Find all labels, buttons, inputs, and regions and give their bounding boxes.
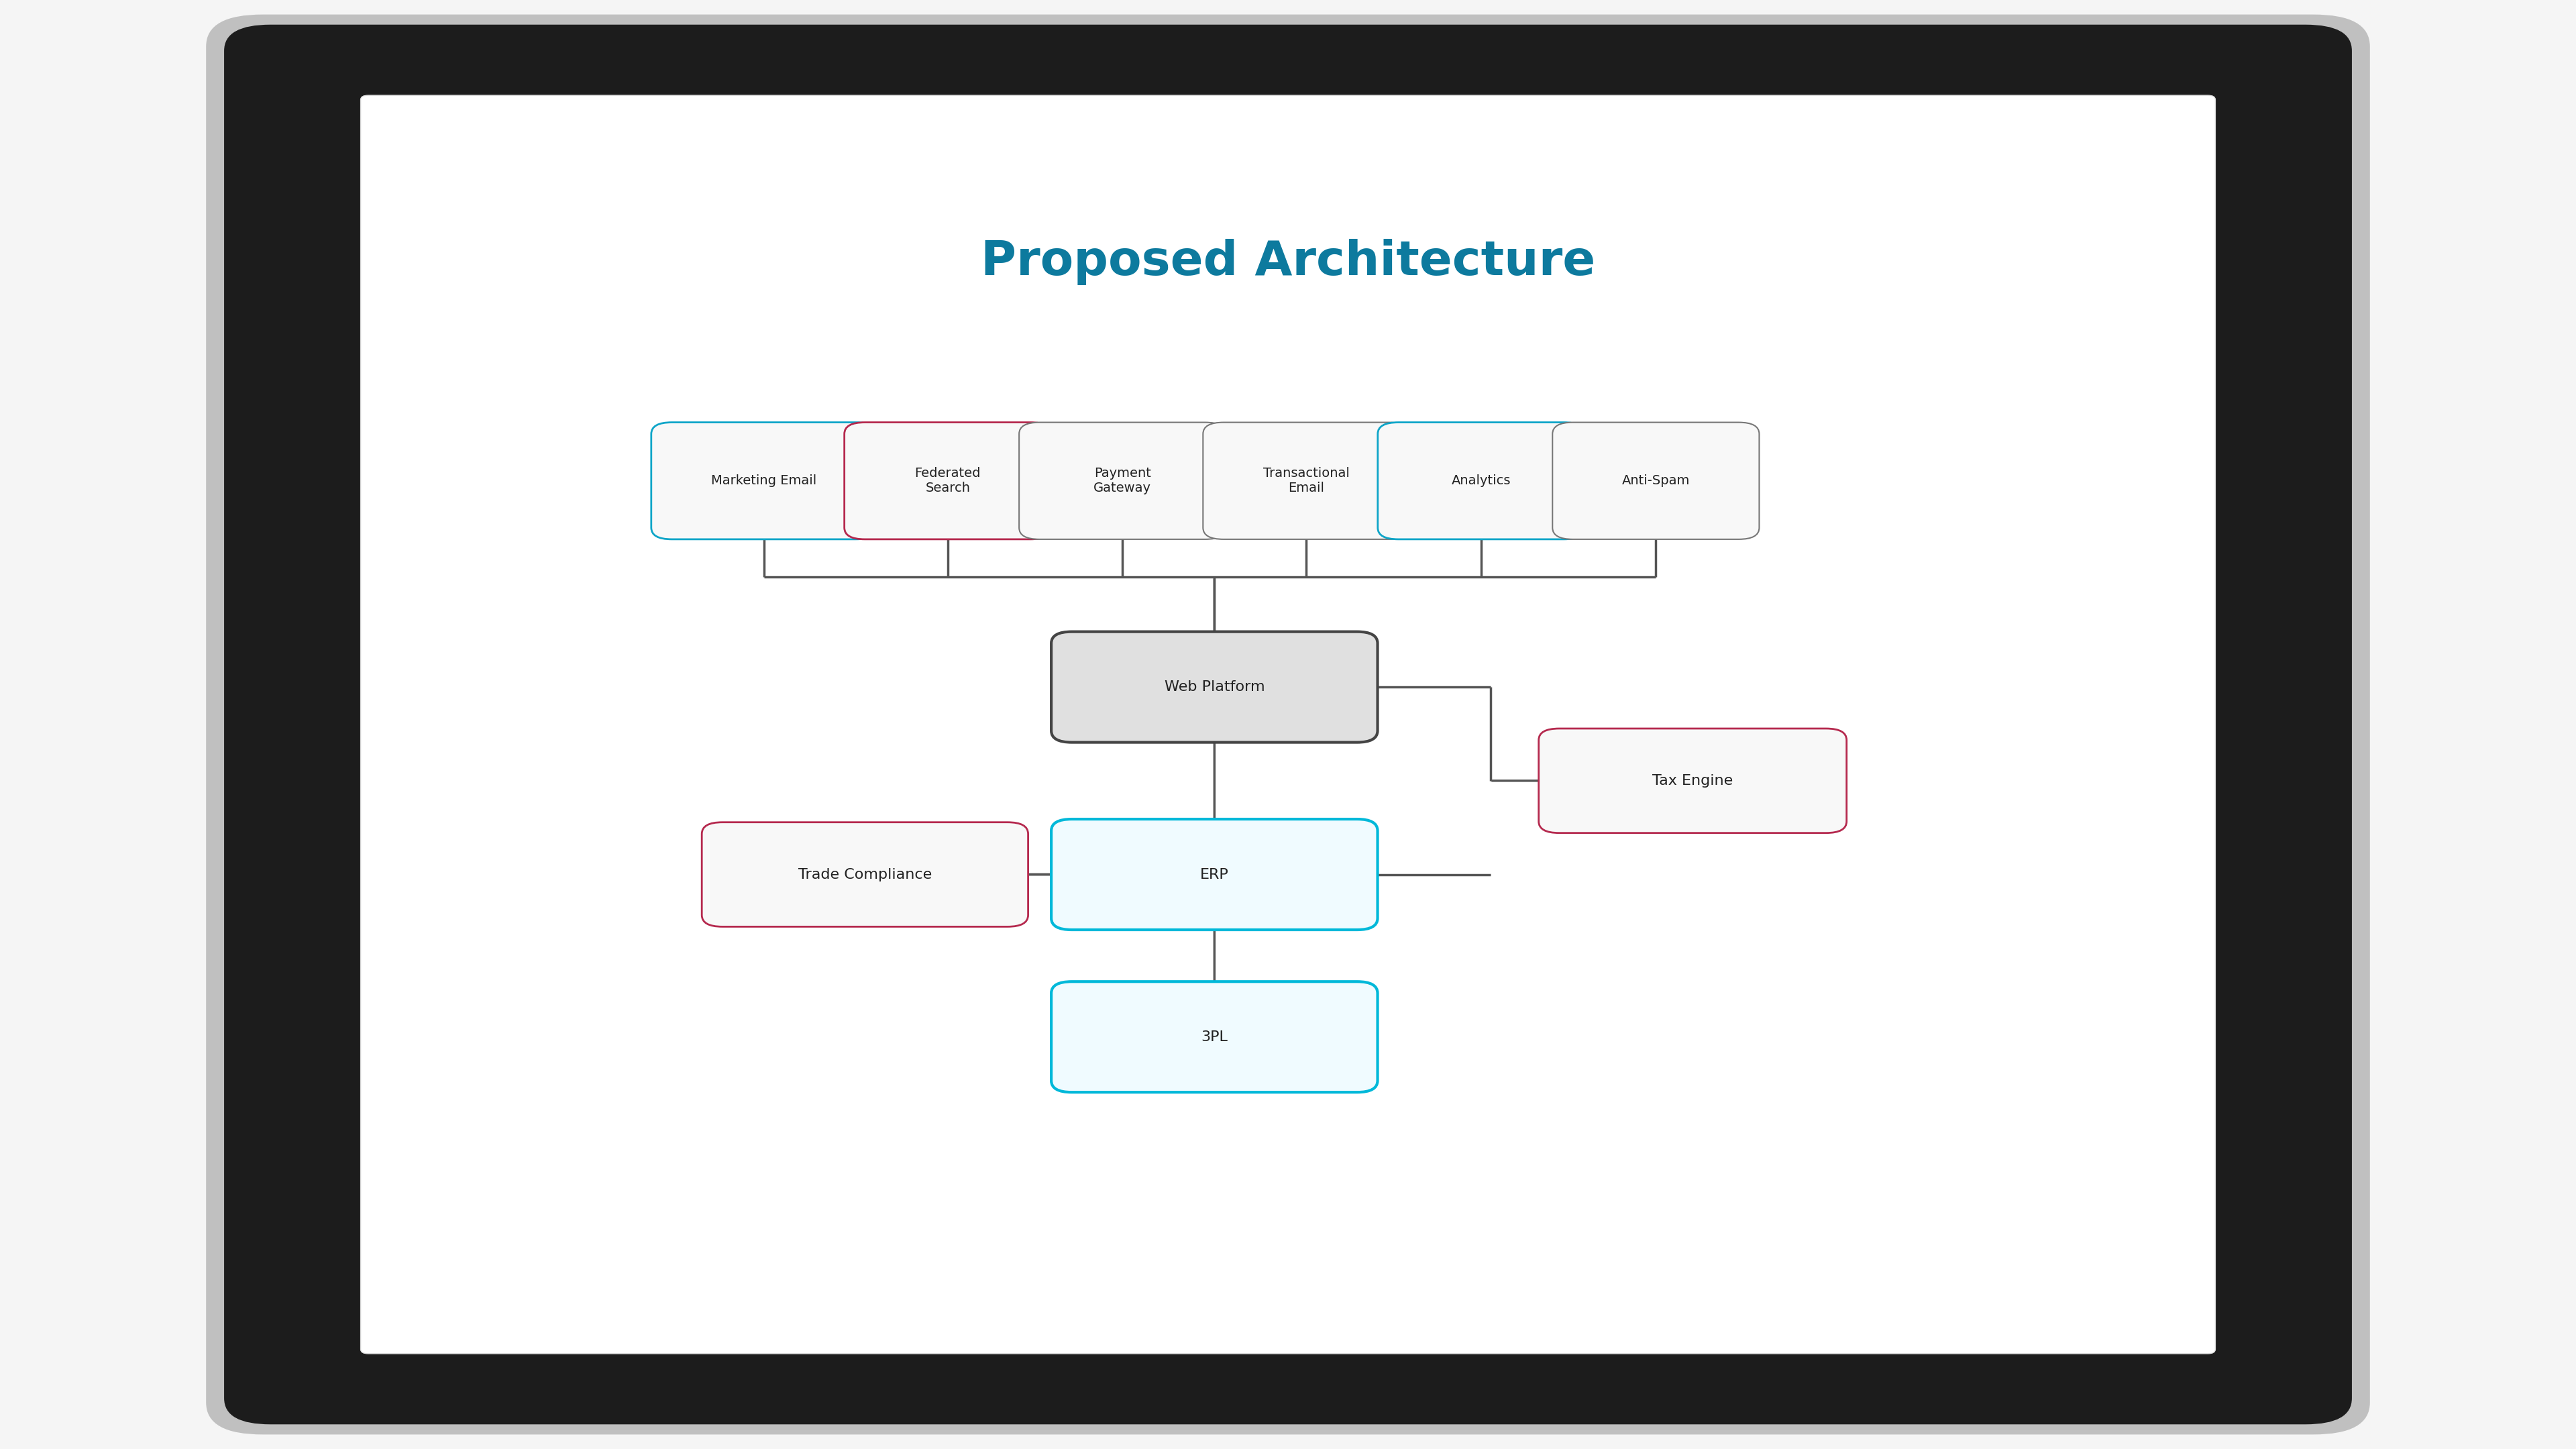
FancyBboxPatch shape xyxy=(845,422,1051,539)
Text: Anti-Spam: Anti-Spam xyxy=(1623,474,1690,487)
FancyBboxPatch shape xyxy=(1051,981,1378,1093)
Text: Federated
Search: Federated Search xyxy=(914,467,981,494)
Text: Payment
Gateway: Payment Gateway xyxy=(1095,467,1151,494)
FancyBboxPatch shape xyxy=(206,14,2370,1435)
Text: ERP: ERP xyxy=(1200,868,1229,881)
FancyBboxPatch shape xyxy=(1203,422,1409,539)
Text: Transactional
Email: Transactional Email xyxy=(1262,467,1350,494)
FancyBboxPatch shape xyxy=(1020,422,1226,539)
Text: 3PL: 3PL xyxy=(1200,1030,1229,1043)
Text: Proposed Architecture: Proposed Architecture xyxy=(981,239,1595,285)
Text: Tax Engine: Tax Engine xyxy=(1651,774,1734,787)
FancyBboxPatch shape xyxy=(224,25,2352,1424)
Text: Web Platform: Web Platform xyxy=(1164,680,1265,694)
FancyBboxPatch shape xyxy=(701,822,1028,927)
Text: Trade Compliance: Trade Compliance xyxy=(799,868,933,881)
Text: Marketing Email: Marketing Email xyxy=(711,474,817,487)
FancyBboxPatch shape xyxy=(1051,819,1378,930)
FancyBboxPatch shape xyxy=(361,96,2215,1353)
FancyBboxPatch shape xyxy=(1538,729,1847,833)
FancyBboxPatch shape xyxy=(1378,422,1584,539)
FancyBboxPatch shape xyxy=(652,422,876,539)
Text: Analytics: Analytics xyxy=(1450,474,1510,487)
FancyBboxPatch shape xyxy=(1051,632,1378,742)
FancyBboxPatch shape xyxy=(1553,422,1759,539)
